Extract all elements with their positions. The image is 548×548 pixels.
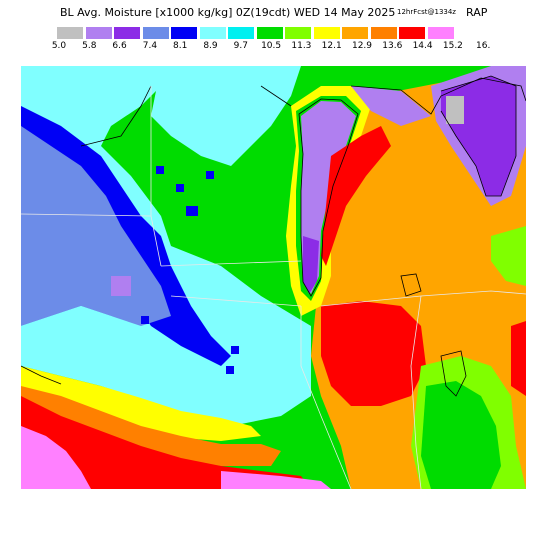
legend-tick-label: 13.6 [382, 41, 403, 51]
legend-tick-label: 11.3 [291, 41, 312, 51]
legend-tick-label: 14.4 [412, 41, 433, 51]
legend-tick-label: 16. [476, 41, 491, 51]
moisture-map [21, 66, 526, 489]
outline-lines [21, 75, 526, 397]
title-main: BL Avg. Moisture [x1000 kg/kg] 0Z(19cdt)… [60, 6, 396, 19]
legend-tick-label: 5.0 [51, 41, 67, 51]
legend-tick-label: 12.1 [321, 41, 342, 51]
lake-michigan-blue [303, 236, 319, 294]
legend-swatch [199, 27, 226, 39]
legend-swatch [142, 27, 169, 39]
lake-gray-patch [446, 96, 464, 124]
legend-swatch [114, 27, 140, 39]
legend-swatch [370, 27, 397, 39]
legend-tick-label: 10.5 [261, 41, 282, 51]
legend-swatch [313, 27, 340, 39]
field-cyan-north [151, 66, 301, 166]
legend-swatch [171, 27, 197, 39]
legend-tick-label: 9.7 [233, 41, 248, 51]
legend-tick-label: 8.9 [203, 41, 218, 51]
legend-tick-label: 6.6 [112, 41, 127, 51]
color-legend: 5.0 5.8 6.6 7.4 8.1 8.9 9.7 10.5 11.3 12.1 12.9 13.… [52, 27, 505, 55]
state-lines [21, 86, 526, 489]
field-steelblue-west [21, 126, 171, 326]
legend-tick-label: 8.1 [173, 41, 188, 51]
legend-tick-label: 5.8 [82, 41, 97, 51]
legend-swatch [228, 27, 254, 39]
field-purple-small [111, 276, 131, 296]
field-pink-s [221, 471, 331, 489]
legend-tick-label: 15.2 [442, 41, 463, 51]
field-pink-sw [21, 426, 91, 489]
field-green-ne [491, 226, 526, 286]
legend-tick-label: 12.9 [351, 41, 373, 51]
field-cyan-sw [21, 306, 231, 416]
legend-swatches [57, 27, 456, 39]
field-green-se2 [421, 381, 501, 489]
field-red-east [511, 321, 526, 396]
chart-title: BL Avg. Moisture [x1000 kg/kg] 0Z(19cdt)… [0, 4, 548, 22]
field-red-central [321, 301, 426, 406]
forecast-info: 12hrFcst@1334z [397, 8, 456, 16]
legend-swatch [285, 27, 311, 39]
model-name: RAP [466, 6, 488, 19]
blue-dots [101, 166, 239, 374]
legend-swatch [57, 27, 83, 39]
legend-swatch [85, 27, 112, 39]
lake-upper-purple [351, 86, 431, 126]
field-red-sw [21, 396, 311, 489]
legend-swatch [399, 27, 425, 39]
field-red-north [321, 126, 391, 266]
legend-tick-label: 7.4 [142, 41, 158, 51]
legend-swatch [256, 27, 283, 39]
legend-ticks: 5.0 5.8 6.6 7.4 8.1 8.9 9.7 10.5 11.3 12.1 12.9 13.… [52, 41, 505, 55]
legend-swatch [427, 27, 454, 39]
field-orange-sw [21, 386, 281, 466]
legend-swatch [342, 27, 368, 39]
field-yellow-sw [21, 366, 261, 441]
